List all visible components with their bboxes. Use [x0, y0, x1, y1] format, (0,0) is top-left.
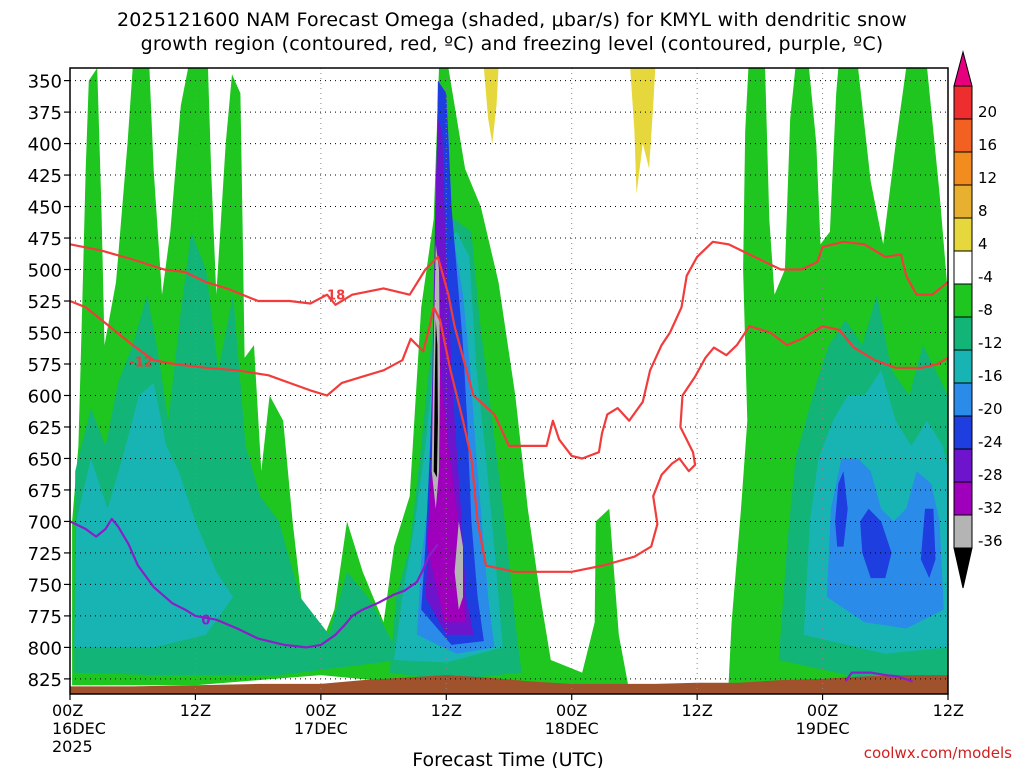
plot-frame	[69, 67, 949, 695]
xtick-label-24-2: 17DEC	[294, 719, 348, 738]
ytick-label-425: 425	[28, 166, 62, 187]
colorbar-swatch-8	[953, 316, 973, 351]
xtick-label-0-1: 00Z	[52, 701, 83, 720]
site-credit[interactable]: coolwx.com/models	[863, 744, 1012, 762]
colorbar-swatch-bottom-arrow	[953, 547, 973, 589]
colorbar-label-5: -4	[978, 268, 993, 286]
colorbar-swatch-9	[953, 349, 973, 384]
colorbar-swatch-3	[953, 151, 973, 186]
freezing-contour-label-0: 0	[201, 614, 210, 629]
ytick-label-550: 550	[28, 324, 62, 345]
ytick-label-700: 700	[28, 512, 62, 533]
xtick-label-12-1: 12Z	[180, 701, 211, 720]
colorbar-swatch-13	[953, 481, 973, 516]
colorbar-label-1: 16	[978, 136, 997, 154]
colorbar-label-0: 20	[978, 103, 997, 121]
colorbar-swatch-14	[953, 514, 973, 549]
xtick-label-84-1: 12Z	[933, 701, 964, 720]
colorbar-swatch-12	[953, 448, 973, 483]
dgz-contour-label-1: -12	[129, 355, 153, 370]
xtick-label-48-2: 18DEC	[545, 719, 599, 738]
ytick-label-825: 825	[28, 670, 62, 691]
ytick-label-350: 350	[28, 72, 62, 93]
xtick-label-60-1: 12Z	[681, 701, 712, 720]
contour-layer: -18 -12 0	[70, 240, 948, 683]
omega-region-yellow-upper-2	[630, 68, 656, 194]
xtick-label-72-1: 00Z	[807, 701, 838, 720]
omega-region-deep-blue-late-3	[920, 508, 936, 579]
x-axis-title: Forecast Time (UTC)	[412, 749, 603, 768]
xtick-label-0-2: 16DEC	[52, 719, 106, 738]
omega-region-cyan-early	[74, 382, 234, 648]
ytick-label-650: 650	[28, 449, 62, 470]
ytick-label-600: 600	[28, 386, 62, 407]
omega-region-gray-storm-2	[454, 521, 463, 610]
omega-shading-layer	[72, 68, 948, 688]
ytick-label-575: 575	[28, 355, 62, 376]
colorbar-label-9: -20	[978, 400, 1003, 418]
chart-title-line-1: 2025121600 NAM Forecast Omega (shaded, μ…	[116, 9, 907, 31]
xtick-label-48-1: 00Z	[556, 701, 587, 720]
colorbar-label-7: -12	[978, 334, 1003, 352]
colorbar-swatch-7	[953, 283, 973, 318]
colorbar: 20 16 12 8 4 -4 -8 -12 -16 -20 -24 -28 -32 -36	[953, 50, 1003, 589]
dgz-contour-label-0: -18	[322, 289, 346, 304]
colorbar-label-10: -24	[978, 433, 1003, 451]
omega-region-deep-blue-late-2	[860, 508, 892, 579]
colorbar-swatch-5	[953, 217, 973, 252]
freezing-contour-1	[844, 671, 913, 683]
ytick-label-775: 775	[28, 607, 62, 628]
colorbar-label-11: -28	[978, 466, 1003, 484]
axes-layer: 350 375 400 425 450 475 500 525 550 575 600 625 650 6…	[28, 72, 964, 756]
ytick-label-450: 450	[28, 198, 62, 219]
colorbar-swatch-top-arrow	[953, 50, 973, 87]
colorbar-label-6: -8	[978, 301, 993, 319]
colorbar-label-2: 12	[978, 169, 997, 187]
ytick-label-725: 725	[28, 544, 62, 565]
ytick-label-525: 525	[28, 292, 62, 313]
colorbar-label-3: 8	[978, 202, 988, 220]
omega-region-deep-blue-late-1	[835, 471, 848, 547]
colorbar-label-4: 4	[978, 235, 988, 253]
colorbar-swatch-1	[953, 85, 973, 120]
colorbar-swatch-6	[953, 250, 973, 285]
ytick-label-375: 375	[28, 103, 62, 124]
colorbar-label-8: -16	[978, 367, 1003, 385]
ytick-label-400: 400	[28, 135, 62, 156]
xtick-label-0-3: 2025	[52, 737, 93, 756]
xtick-label-24-1: 00Z	[305, 701, 336, 720]
ytick-label-625: 625	[28, 418, 62, 439]
ytick-label-675: 675	[28, 481, 62, 502]
xtick-label-72-2: 19DEC	[796, 719, 850, 738]
colorbar-swatch-10	[953, 382, 973, 417]
colorbar-label-13: -36	[978, 532, 1003, 550]
omega-region-yellow-upper-1	[483, 68, 499, 144]
colorbar-swatch-4	[953, 184, 973, 219]
colorbar-label-12: -32	[978, 499, 1003, 517]
omega-region-black-core	[433, 319, 438, 478]
plot-border	[69, 67, 949, 695]
freezing-contour-0	[70, 517, 439, 649]
terrain-ground	[70, 675, 948, 694]
dgz-contour-0	[70, 240, 948, 460]
chart-title-line-2: growth region (contoured, red, ºC) and f…	[140, 33, 884, 55]
ytick-label-750: 750	[28, 575, 62, 596]
colorbar-swatch-11	[953, 415, 973, 450]
ytick-label-800: 800	[28, 638, 62, 659]
dgz-contour-1	[70, 299, 948, 573]
ytick-label-500: 500	[28, 261, 62, 282]
ytick-label-475: 475	[28, 229, 62, 250]
colorbar-swatch-2	[953, 118, 973, 153]
xtick-label-36-1: 12Z	[431, 701, 462, 720]
terrain-layer	[70, 675, 948, 694]
